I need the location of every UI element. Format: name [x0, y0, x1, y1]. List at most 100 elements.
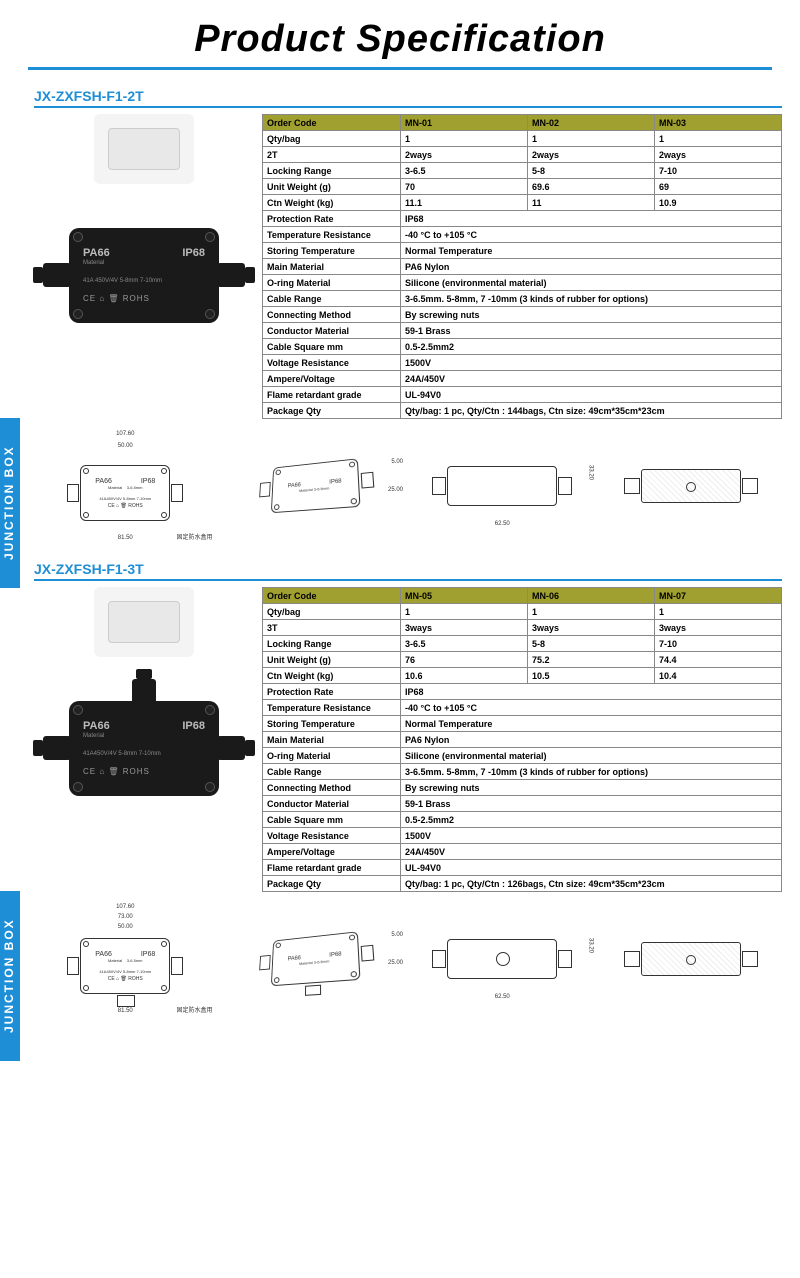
terminal-block-image — [94, 587, 194, 657]
spec-value: 1 — [527, 604, 654, 620]
spec-value: 1500V — [400, 828, 781, 844]
table-header-cell: MN-03 — [654, 115, 781, 131]
drawing-front-view: 62.50 33.20 — [411, 431, 594, 541]
junction-box-image: PA66IP68 Material 41A 450V/4V 5-8mm 7-10… — [39, 190, 249, 360]
spec-value: 3-6.5mm. 5-8mm, 7 -10mm (3 kinds of rubb… — [400, 764, 781, 780]
drawing-section-view — [600, 431, 783, 541]
spec-value: 74.4 — [654, 652, 781, 668]
spec-value: 2ways — [400, 147, 527, 163]
product-image-column: PA66IP68 Material 41A 450V/4V 5-8mm 7-10… — [34, 114, 254, 360]
spec-value: 7-10 — [654, 636, 781, 652]
spec-value: UL-94V0 — [400, 387, 781, 403]
product-section: JUNCTION BOXJX-ZXFSH-F1-2T PA66IP68 Mate… — [0, 88, 800, 545]
drawing-section-view — [600, 904, 783, 1014]
table-header-cell: MN-07 — [654, 588, 781, 604]
spec-table: Order CodeMN-01MN-02MN-03Qty/bag1112T2wa… — [262, 114, 782, 419]
spec-value: 3-6.5 — [400, 636, 527, 652]
spec-label: Ctn Weight (kg) — [263, 668, 401, 684]
spec-label: Flame retardant grade — [263, 387, 401, 403]
spec-label: Connecting Method — [263, 307, 401, 323]
spec-value: -40 °C to +105 °C — [400, 700, 781, 716]
table-header-cell: MN-01 — [400, 115, 527, 131]
spec-label: Package Qty — [263, 403, 401, 419]
spec-value: 24A/450V — [400, 844, 781, 860]
spec-value: Normal Temperature — [400, 716, 781, 732]
spec-value: -40 °C to +105 °C — [400, 227, 781, 243]
table-header-cell: MN-02 — [527, 115, 654, 131]
spec-label: O-ring Material — [263, 748, 401, 764]
spec-table: Order CodeMN-05MN-06MN-07Qty/bag1113T3wa… — [262, 587, 782, 892]
spec-value: 69 — [654, 179, 781, 195]
spec-value: 75.2 — [527, 652, 654, 668]
spec-label: Qty/bag — [263, 131, 401, 147]
spec-label: Unit Weight (g) — [263, 179, 401, 195]
spec-value: 59-1 Brass — [400, 796, 781, 812]
spec-label: Cable Range — [263, 764, 401, 780]
spec-value: Normal Temperature — [400, 243, 781, 259]
spec-value: UL-94V0 — [400, 860, 781, 876]
model-title: JX-ZXFSH-F1-3T — [34, 561, 782, 581]
spec-label: Voltage Resistance — [263, 828, 401, 844]
spec-value: By screwing nuts — [400, 307, 781, 323]
spec-value: PA6 Nylon — [400, 732, 781, 748]
spec-value: IP68 — [400, 684, 781, 700]
spec-label: Temperature Resistance — [263, 227, 401, 243]
drawing-top-view: 107.60 50.00 PA66IP68 Material 3-6.5mm 4… — [34, 431, 217, 541]
side-tab: JUNCTION BOX — [0, 891, 20, 1061]
spec-label: Flame retardant grade — [263, 860, 401, 876]
spec-label: Connecting Method — [263, 780, 401, 796]
spec-label: Locking Range — [263, 636, 401, 652]
spec-value: Silicone (environmental material) — [400, 275, 781, 291]
spec-value: 1 — [400, 604, 527, 620]
table-header-cell: Order Code — [263, 588, 401, 604]
spec-label: Ctn Weight (kg) — [263, 195, 401, 211]
spec-value: 70 — [400, 179, 527, 195]
spec-value: 3-6.5mm. 5-8mm, 7 -10mm (3 kinds of rubb… — [400, 291, 781, 307]
spec-value: 3ways — [654, 620, 781, 636]
terminal-block-image — [94, 114, 194, 184]
model-title: JX-ZXFSH-F1-2T — [34, 88, 782, 108]
spec-value: 3ways — [400, 620, 527, 636]
spec-label: Ampere/Voltage — [263, 371, 401, 387]
page-title: Product Specification — [0, 0, 800, 67]
product-section: JUNCTION BOXJX-ZXFSH-F1-3T PA66IP68 Mate… — [0, 561, 800, 1018]
spec-label: Package Qty — [263, 876, 401, 892]
spec-label: Unit Weight (g) — [263, 652, 401, 668]
spec-label: 3T — [263, 620, 401, 636]
spec-value: 2ways — [654, 147, 781, 163]
spec-label: Protection Rate — [263, 684, 401, 700]
title-underline — [28, 67, 772, 70]
spec-value: 0.5-2.5mm2 — [400, 339, 781, 355]
spec-label: Locking Range — [263, 163, 401, 179]
spec-value: Qty/bag: 1 pc, Qty/Ctn : 126bags, Ctn si… — [400, 876, 781, 892]
drawing-iso-view: PA66IP68 Material 3-6.5mm 5.00 25.00 — [223, 431, 406, 541]
spec-value: 24A/450V — [400, 371, 781, 387]
spec-label: Conductor Material — [263, 323, 401, 339]
spec-label: Voltage Resistance — [263, 355, 401, 371]
spec-value: Silicone (environmental material) — [400, 748, 781, 764]
spec-value: 1 — [654, 131, 781, 147]
product-image-column: PA66IP68 Material 41A450V/4V 5-8mm 7-10m… — [34, 587, 254, 833]
spec-label: 2T — [263, 147, 401, 163]
spec-value: 10.4 — [654, 668, 781, 684]
table-header-cell: Order Code — [263, 115, 401, 131]
spec-value: 0.5-2.5mm2 — [400, 812, 781, 828]
spec-label: Storing Temperature — [263, 716, 401, 732]
spec-value: 3-6.5 — [400, 163, 527, 179]
spec-value: By screwing nuts — [400, 780, 781, 796]
spec-value: 11.1 — [400, 195, 527, 211]
spec-value: 3ways — [527, 620, 654, 636]
drawing-iso-view: PA66IP68 Material 3-6.5mm 5.00 25.00 — [223, 904, 406, 1014]
spec-value: 5-8 — [527, 636, 654, 652]
spec-label: Storing Temperature — [263, 243, 401, 259]
spec-value: 2ways — [527, 147, 654, 163]
spec-value: 10.9 — [654, 195, 781, 211]
technical-drawings-row: 107.60 73.00 50.00 PA66IP68 Material 3-6… — [34, 900, 782, 1018]
spec-value: PA6 Nylon — [400, 259, 781, 275]
spec-value: 1500V — [400, 355, 781, 371]
spec-label: Temperature Resistance — [263, 700, 401, 716]
table-header-cell: MN-05 — [400, 588, 527, 604]
spec-value: 1 — [654, 604, 781, 620]
spec-label: Qty/bag — [263, 604, 401, 620]
spec-label: Protection Rate — [263, 211, 401, 227]
